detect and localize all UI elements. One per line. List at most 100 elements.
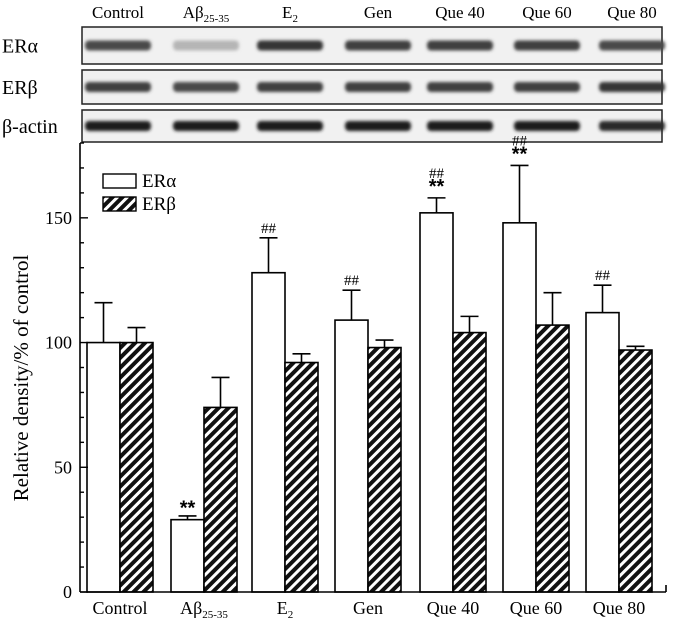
blot-lane-label-subscript: 2: [292, 13, 298, 25]
blot-band: [345, 40, 411, 51]
blot-row: β-actin: [2, 109, 665, 143]
bar-era: [585, 311, 620, 593]
x-tick-labels: Control Aβ25-35 E2 Gen Que 40 Que 60 Que 80: [92, 598, 645, 621]
x-tick-label-main: Aβ: [180, 598, 202, 618]
bar-chart: Relative density/% of control **####**##…: [9, 133, 667, 621]
blot-band: [514, 121, 580, 131]
axes: 0 50 100 150: [45, 142, 667, 602]
blot-lane-label-main: Gen: [364, 3, 393, 22]
blot-band: [427, 121, 493, 131]
blot-row: ERβ: [2, 69, 665, 105]
blot-band: [345, 82, 411, 92]
blot-lane-label: Control: [92, 3, 144, 22]
blot-lane-labels: Control Aβ25-35 E2 Gen Que 40 Que 60 Que 80: [92, 3, 657, 25]
x-tick-label: Control: [92, 598, 147, 618]
x-tick-label: Aβ25-35: [180, 598, 228, 621]
blot-band: [345, 121, 411, 131]
error-bars: [94, 164, 645, 520]
blot-band: [427, 40, 493, 51]
bar-erb: [452, 331, 487, 593]
blot-lane-label: Gen: [364, 3, 393, 22]
bar-era: [86, 341, 121, 593]
blot-band: [85, 121, 151, 131]
legend-swatch: [102, 196, 137, 212]
x-tick-label-main: Que 80: [593, 598, 646, 618]
blot-band: [257, 121, 323, 131]
x-tick-label: E2: [277, 598, 294, 621]
x-tick-label: Que 60: [510, 598, 563, 618]
x-tick-label: Que 80: [593, 598, 646, 618]
bar-era: [334, 319, 369, 593]
significance-hashes: ##: [344, 273, 360, 289]
blot-rows: ERα ERβ β-actin: [2, 26, 665, 143]
x-tick-label-main: Control: [92, 598, 147, 618]
bar-erb: [284, 361, 319, 593]
significance-stars: **: [429, 176, 445, 198]
x-tick-label-subscript: 2: [288, 609, 294, 621]
blot-row-label: β-actin: [2, 116, 58, 138]
legend-label: ERα: [142, 171, 176, 192]
bar-erb: [618, 349, 653, 593]
blot-band: [257, 40, 323, 51]
y-axis-label: Relative density/% of control: [9, 254, 33, 501]
blot-row-label: ERα: [2, 36, 39, 58]
x-tick-label-main: E: [277, 598, 288, 618]
blot-lane-label-main: Que 40: [435, 3, 485, 22]
x-tick-label: Que 40: [427, 598, 480, 618]
legend-swatch: [102, 173, 137, 189]
blot-lane-label-main: Que 60: [522, 3, 572, 22]
blot-band: [257, 82, 323, 92]
significance-hashes: ##: [512, 133, 528, 149]
bar-erb: [203, 406, 238, 593]
y-tick-label: 100: [45, 333, 72, 353]
significance-stars: **: [180, 498, 196, 520]
significance-hashes: ##: [595, 268, 611, 284]
bar-era: [170, 518, 205, 593]
blot-band: [85, 40, 151, 51]
significance-annotations: **####**##**####: [180, 133, 611, 519]
blot-band: [173, 40, 239, 51]
blot-band: [85, 82, 151, 92]
significance-hashes: ##: [261, 221, 277, 237]
blot-lane-label-main: Control: [92, 3, 144, 22]
y-tick-label: 50: [54, 457, 72, 477]
blot-lane-label-subscript: 25-35: [204, 13, 230, 25]
bar-erb: [367, 346, 402, 593]
significance-hashes: ##: [429, 166, 445, 182]
blot-row: ERα: [2, 26, 665, 65]
blot-lane-label-main: E: [282, 3, 292, 22]
y-tick-label: 150: [45, 208, 72, 228]
x-tick-label: Gen: [353, 598, 383, 618]
blot-lane-label-main: Que 80: [607, 3, 657, 22]
blot-band: [514, 40, 580, 51]
blot-band: [173, 121, 239, 131]
x-tick-label-main: Que 40: [427, 598, 480, 618]
blot-band: [427, 82, 493, 92]
blot-lane-label: Que 80: [607, 3, 657, 22]
bar-era: [502, 222, 537, 593]
blot-band: [599, 40, 665, 51]
bar-era: [251, 271, 286, 593]
blot-band: [173, 82, 239, 92]
y-tick-label: 0: [63, 582, 72, 602]
x-tick-label-subscript: 25-35: [202, 609, 228, 621]
bar-era: [419, 212, 454, 593]
bars: [86, 212, 653, 593]
blot-lane-label: Que 60: [522, 3, 572, 22]
bar-erb: [535, 324, 570, 593]
x-tick-label-main: Que 60: [510, 598, 563, 618]
significance-stars: **: [512, 143, 528, 165]
blot-band: [599, 121, 665, 131]
legend-label: ERβ: [142, 194, 176, 215]
blot-lane-label: Aβ25-35: [183, 3, 230, 25]
blot-lane-label-main: Aβ: [183, 3, 204, 22]
western-blot-panel: Control Aβ25-35 E2 Gen Que 40 Que 60 Que 80 ER…: [2, 3, 665, 143]
blot-lane-label: Que 40: [435, 3, 485, 22]
x-tick-label-main: Gen: [353, 598, 383, 618]
blot-band: [599, 82, 665, 92]
blot-row-label: ERβ: [2, 77, 38, 99]
blot-band: [514, 82, 580, 92]
blot-lane-label: E2: [282, 3, 298, 25]
